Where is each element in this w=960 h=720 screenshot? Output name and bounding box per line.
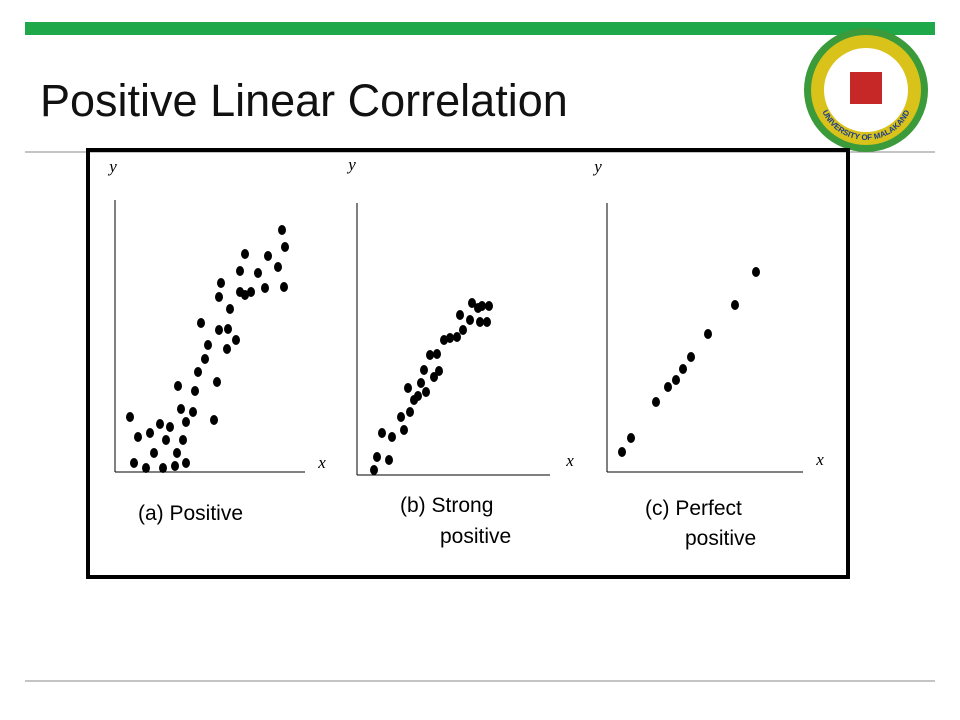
point: [197, 318, 205, 328]
y-axis-label: y: [346, 155, 356, 174]
point: [433, 349, 441, 359]
point: [459, 325, 467, 335]
point: [281, 242, 289, 252]
point: [456, 310, 464, 320]
point: [236, 266, 244, 276]
point: [134, 432, 142, 442]
y-axis-label: y: [107, 157, 117, 176]
y-axis-label: y: [592, 157, 602, 176]
point: [440, 335, 448, 345]
point: [261, 283, 269, 293]
point: [232, 335, 240, 345]
point: [254, 268, 262, 278]
point: [420, 365, 428, 375]
point: [704, 329, 712, 339]
point: [146, 428, 154, 438]
point: [241, 249, 249, 259]
point: [194, 367, 202, 377]
point: [679, 364, 687, 374]
point: [417, 378, 425, 388]
point: [453, 332, 461, 342]
point: [397, 412, 405, 422]
point: [247, 287, 255, 297]
point: [446, 333, 454, 343]
x-axis-label: x: [317, 453, 326, 472]
point: [162, 435, 170, 445]
point: [182, 458, 190, 468]
point: [378, 428, 386, 438]
point: [204, 340, 212, 350]
point: [430, 372, 438, 382]
point: [426, 350, 434, 360]
point: [223, 344, 231, 354]
point: [156, 419, 164, 429]
point: [483, 317, 491, 327]
point: [226, 304, 234, 314]
point: [385, 455, 393, 465]
point: [278, 225, 286, 235]
point: [264, 251, 272, 261]
logo: UNIVERSITY OF MALAKAND: [804, 28, 928, 152]
point: [687, 352, 695, 362]
point: [414, 391, 422, 401]
slide-title: Positive Linear Correlation: [40, 75, 568, 126]
point: [373, 452, 381, 462]
caption: (a) Positive: [138, 502, 243, 525]
point: [406, 407, 414, 417]
point: [173, 448, 181, 458]
x-axis-label: x: [815, 450, 824, 469]
top-bar: [25, 22, 935, 35]
point: [664, 382, 672, 392]
point: [215, 325, 223, 335]
point: [466, 315, 474, 325]
point: [404, 383, 412, 393]
point: [468, 298, 476, 308]
point: [627, 433, 635, 443]
point: [189, 407, 197, 417]
point: [241, 290, 249, 300]
point: [213, 377, 221, 387]
point: [191, 386, 199, 396]
point: [166, 422, 174, 432]
caption: (c) Perfect: [645, 497, 742, 520]
point: [618, 447, 626, 457]
point: [435, 366, 443, 376]
point: [224, 324, 232, 334]
point: [201, 354, 209, 364]
point: [159, 463, 167, 473]
point: [130, 458, 138, 468]
point: [422, 387, 430, 397]
point: [274, 262, 282, 272]
point: [210, 415, 218, 425]
point: [142, 463, 150, 473]
point: [182, 417, 190, 427]
caption: positive: [685, 527, 756, 550]
point: [174, 381, 182, 391]
point: [400, 425, 408, 435]
point: [478, 301, 486, 311]
point: [126, 412, 134, 422]
point: [150, 448, 158, 458]
point: [179, 435, 187, 445]
point: [215, 292, 223, 302]
point: [171, 461, 179, 471]
point: [485, 301, 493, 311]
figure-frame: [86, 148, 850, 579]
point: [476, 317, 484, 327]
point: [731, 300, 739, 310]
point: [177, 404, 185, 414]
point: [388, 432, 396, 442]
caption: (b) Strong: [400, 494, 493, 517]
point: [652, 397, 660, 407]
point: [370, 465, 378, 475]
logo-emblem: [850, 72, 882, 104]
point: [672, 375, 680, 385]
x-axis-label: x: [565, 451, 574, 470]
point: [280, 282, 288, 292]
caption: positive: [440, 525, 511, 548]
point: [217, 278, 225, 288]
point: [752, 267, 760, 277]
